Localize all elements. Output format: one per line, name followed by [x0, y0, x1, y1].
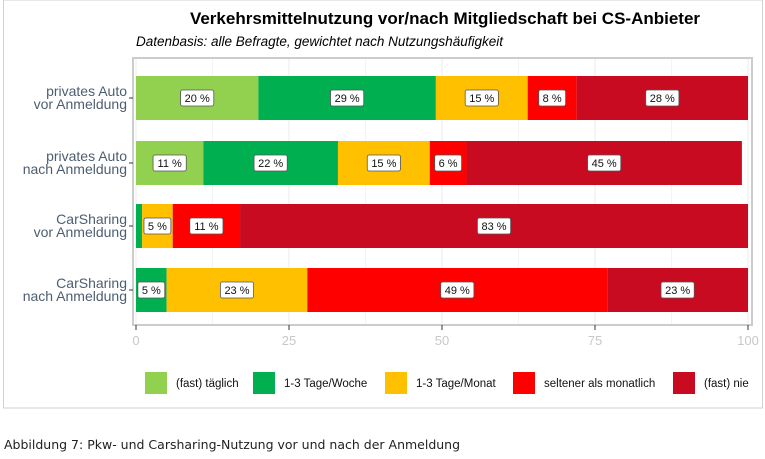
legend-swatch [253, 372, 275, 394]
data-label: 15 % [469, 93, 494, 105]
data-label-box [645, 89, 680, 107]
data-label-box [538, 89, 567, 107]
data-label-box [330, 89, 365, 107]
data-label-box [253, 154, 288, 172]
chart-title: Verkehrsmittelnutzung vor/nach Mitglieds… [190, 9, 700, 28]
y-tick-label: CarSharing [56, 275, 127, 291]
legend-label: seltener als monatlich [544, 378, 655, 390]
x-tick-label: 75 [588, 333, 602, 348]
figure-caption: Abbildung 7: Pkw- und Carsharing-Nutzung… [4, 437, 461, 452]
y-tick-label: privates Auto [46, 83, 127, 99]
data-label: 83 % [481, 221, 506, 233]
data-label-box [180, 89, 215, 107]
data-label: 5 % [148, 221, 167, 233]
data-label: 20 % [185, 93, 210, 105]
bar-segment [136, 204, 143, 248]
data-label-box [660, 281, 695, 299]
legend-swatch [385, 372, 407, 394]
x-tick-label: 50 [435, 333, 449, 348]
y-tick-label: vor Anmeldung [34, 96, 127, 112]
data-label: 49 % [445, 285, 470, 297]
legend-label: 1-3 Tage/Monat [416, 378, 497, 390]
data-label: 28 % [650, 93, 675, 105]
data-label: 5 % [142, 285, 161, 297]
data-label-box [477, 217, 512, 235]
y-tick-label: vor Anmeldung [34, 224, 127, 240]
legend-label: (fast) täglich [176, 378, 239, 390]
data-label-box [189, 217, 224, 235]
data-label: 45 % [592, 158, 617, 170]
x-tick-label: 100 [737, 333, 759, 348]
data-label: 11 % [194, 221, 218, 233]
legend-label: (fast) nie [704, 378, 749, 390]
data-label: 23 % [665, 285, 690, 297]
x-tick-label: 25 [282, 333, 296, 348]
data-label-box [587, 154, 622, 172]
data-label-box [143, 217, 172, 235]
data-label: 15 % [371, 158, 396, 170]
data-label-box [152, 154, 187, 172]
data-label: 29 % [335, 93, 360, 105]
data-label: 6 % [439, 158, 458, 170]
data-label-box [434, 154, 462, 172]
data-label-box [440, 281, 475, 299]
legend-swatch [513, 372, 535, 394]
data-label-box [219, 281, 254, 299]
legend-swatch [145, 372, 167, 394]
data-label: 8 % [543, 93, 562, 105]
legend-swatch [673, 372, 695, 394]
legend-label: 1-3 Tage/Woche [284, 378, 367, 390]
y-tick-label: privates Auto [46, 148, 127, 164]
y-tick-label: nach Anmeldung [23, 288, 127, 304]
chart-subtitle: Datenbasis: alle Befragte, gewichtet nac… [136, 34, 504, 49]
data-label-box [464, 89, 499, 107]
data-label-box [366, 154, 401, 172]
x-tick-label: 0 [132, 333, 139, 348]
data-label-box [137, 281, 166, 299]
data-label: 23 % [224, 285, 249, 297]
data-label: 11 % [158, 158, 182, 170]
y-tick-label: nach Anmeldung [23, 161, 127, 177]
y-tick-label: CarSharing [56, 211, 127, 227]
data-label: 22 % [258, 158, 283, 170]
